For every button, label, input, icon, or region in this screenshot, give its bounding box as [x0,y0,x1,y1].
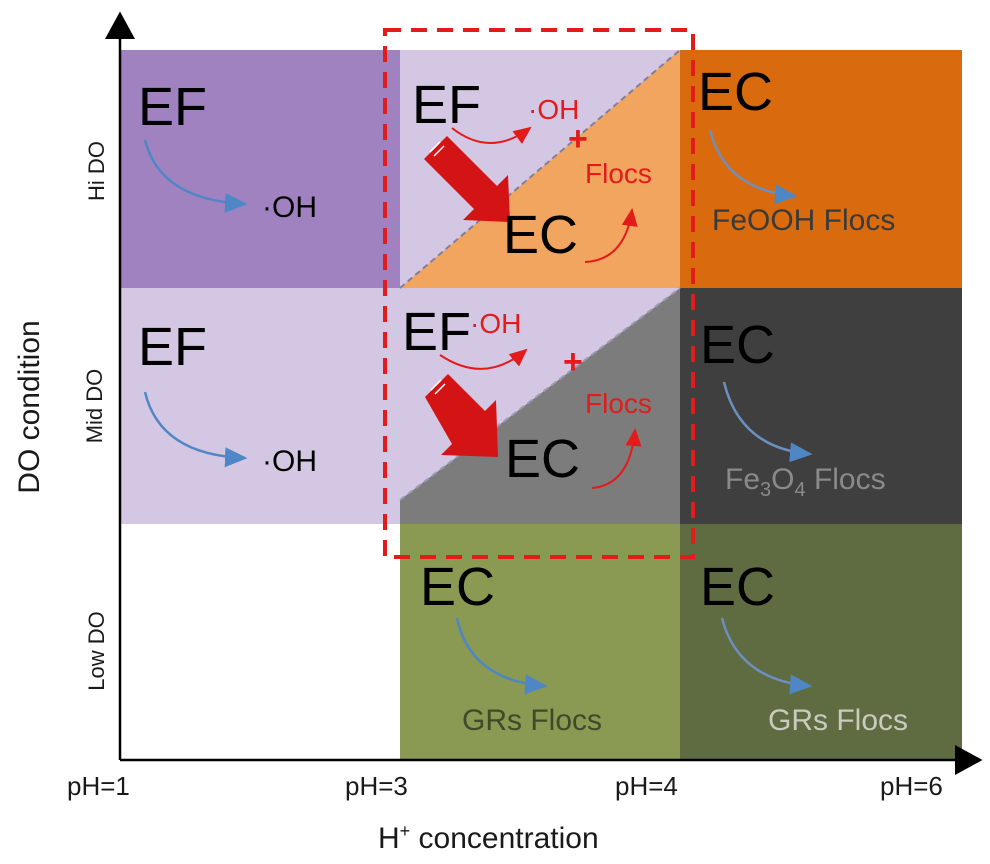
mid-ph4-product-post: Flocs [805,463,886,496]
mid-ph4-product: Fe3O4 Flocs [725,463,886,501]
hi-ph3-flocs: Flocs [585,158,652,189]
blue-arrow-hi-ph4 [708,129,798,205]
cell-low-ph3 [400,524,680,760]
mid-ph3-diagonal [399,287,681,501]
mid-ph3-plus: + [563,343,583,381]
red-arrow-mid-ec [591,428,642,489]
low-ph4-process: EC [700,557,776,617]
x-tick-ph3: pH=3 [345,771,408,801]
hi-ph3-process-bottom: EC [503,205,579,265]
red-thick-arrow-hi [424,136,510,222]
row-label-hi-do: Hi DO [84,141,109,201]
mid-ph3-grey-triangle [400,288,680,524]
x-axis-title-rest: concentration [410,822,599,855]
mid-ph3-flocs: Flocs [585,388,652,419]
mid-ph4-product-sub2: 4 [794,479,806,501]
low-ph3-product: GRs Flocs [462,704,603,737]
mid-ph4-product-mid: O [771,463,795,496]
blue-arrow-mid-ph1 [143,391,248,468]
hi-ph1-product: ·OH [262,191,317,224]
cell-hi-ph4 [680,50,962,288]
cell-low-ph4 [680,524,962,760]
y-axis-title: DO condition [13,320,46,494]
low-ph4-product: GRs Flocs [768,704,909,737]
mid-ph3-product-top: ·OH [470,308,522,339]
mid-ph4-process: EC [700,315,776,375]
low-ph3-process: EC [420,557,496,617]
mid-ph3-process-top: EF [402,302,472,362]
cell-mid-ph1 [120,288,400,524]
blue-arrow-hi-ph1 [143,139,248,214]
hi-ph3-product-top: ·OH [528,94,580,125]
red-arrow-mid-ef [439,348,528,370]
x-axis-title-sup: + [399,821,411,841]
hi-ph3-process-top: EF [412,75,482,135]
red-arrow-hi-ec [584,208,638,263]
mid-ph1-product: ·OH [262,445,317,478]
blue-arrow-low-ph4 [720,617,813,695]
blue-arrow-mid-ph4 [722,381,813,463]
mid-ph3-process-bottom: EC [505,429,581,489]
blue-arrow-low-ph3 [455,617,548,695]
x-tick-ph1: pH=1 [67,771,130,801]
hi-ph3-diagonal [399,49,681,289]
hi-ph4-process: EC [698,62,774,122]
mid-ph4-product-pre: Fe [725,463,761,496]
row-label-mid-do: Mid DO [82,368,107,444]
row-label-low-do: Low DO [84,611,109,691]
mid-ph4-product-sub1: 3 [760,479,772,501]
x-axis-title: H+ concentration [378,822,599,854]
x-axis-title-h: H [378,822,400,855]
cell-mid-ph4 [680,288,962,524]
hi-ph1-process: EF [138,77,208,137]
hi-ph3-plus: + [568,120,588,158]
red-arrow-hi-ef [451,126,532,144]
highlight-box [383,28,695,559]
x-tick-ph4: pH=4 [615,771,678,801]
mid-ph1-process: EF [138,317,208,377]
x-tick-ph6: pH=6 [880,771,943,801]
red-thick-arrow-mid [425,374,498,457]
hi-ph4-product: FeOOH Flocs [712,204,896,237]
cell-hi-ph1 [120,50,400,288]
